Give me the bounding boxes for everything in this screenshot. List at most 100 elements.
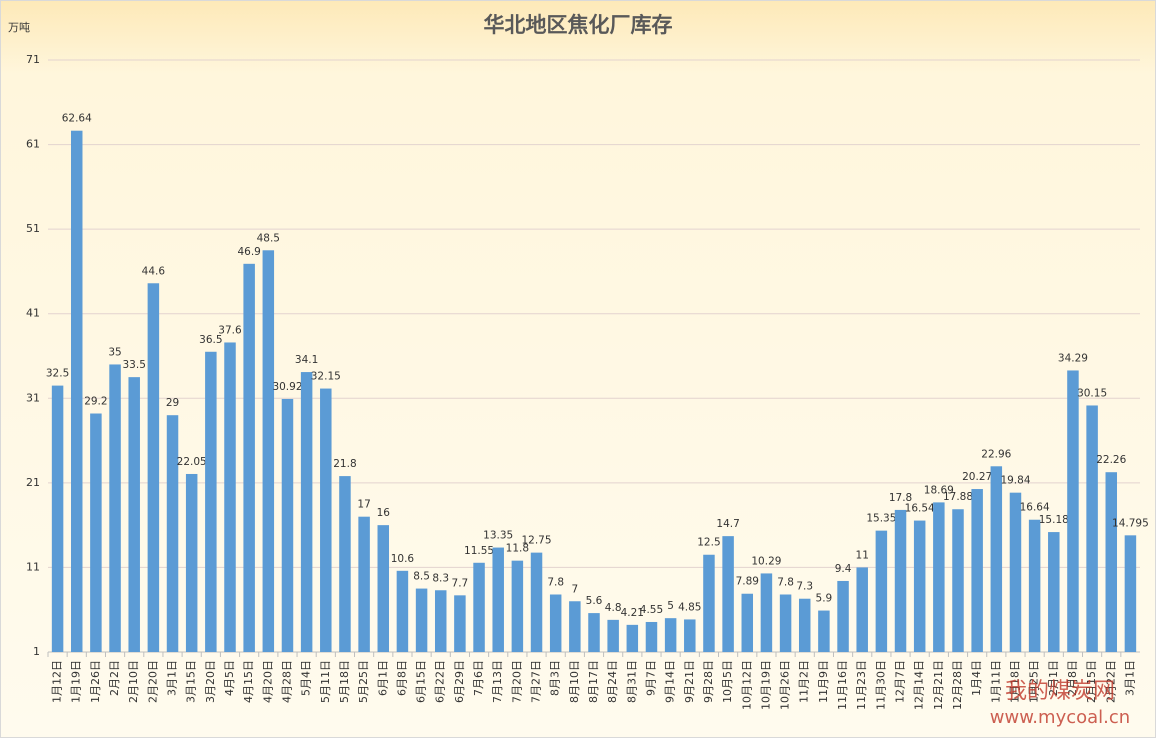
x-tick-label: 5月25日 xyxy=(357,660,370,703)
data-label: 7.8 xyxy=(777,576,794,588)
x-tick-label: 2月10日 xyxy=(127,660,140,703)
data-label: 11.8 xyxy=(506,543,529,555)
x-tick-label: 5月4日 xyxy=(300,660,313,696)
data-label: 11 xyxy=(856,549,869,561)
x-tick-label: 10月26日 xyxy=(779,660,792,710)
bar xyxy=(454,595,466,652)
bar xyxy=(703,554,715,652)
bar xyxy=(51,385,64,652)
data-label: 19.84 xyxy=(1000,475,1030,487)
x-tick-label: 5月18日 xyxy=(338,660,351,703)
bar xyxy=(377,525,390,652)
bar xyxy=(837,580,849,652)
bar xyxy=(109,364,121,652)
x-tick-label: 11月23日 xyxy=(855,660,868,710)
bar xyxy=(760,573,773,652)
x-tick-label: 1月19日 xyxy=(70,660,83,703)
x-tick-label: 7月20日 xyxy=(510,660,523,703)
data-label: 48.5 xyxy=(257,232,280,244)
bar xyxy=(320,388,332,652)
x-tick-label: 12月21日 xyxy=(932,660,945,710)
bar xyxy=(300,372,313,652)
watermark: 我的煤炭网 xyxy=(1005,679,1115,704)
x-tick-label: 12月28日 xyxy=(951,660,964,710)
data-label: 34.1 xyxy=(295,354,318,366)
data-label: 33.5 xyxy=(123,359,146,371)
data-label: 44.6 xyxy=(142,265,166,277)
x-tick-label: 8月31日 xyxy=(625,660,638,703)
x-tick-label: 9月28日 xyxy=(702,660,715,703)
y-tick-label: 31 xyxy=(26,391,40,404)
x-tick-label: 8月3日 xyxy=(549,660,562,696)
bar xyxy=(894,509,907,652)
y-tick-label: 11 xyxy=(26,560,40,573)
data-label: 30.15 xyxy=(1077,387,1107,399)
bar xyxy=(549,594,562,652)
x-tick-label: 4月15日 xyxy=(242,660,255,703)
bar xyxy=(856,567,868,652)
x-tick-label: 6月8日 xyxy=(395,660,408,696)
bar xyxy=(90,413,102,652)
data-label: 9.4 xyxy=(835,563,852,575)
data-label: 35 xyxy=(108,346,121,358)
data-label: 8.5 xyxy=(413,571,430,583)
data-label: 10.6 xyxy=(391,553,415,565)
bar xyxy=(990,466,1003,652)
chart-title: 华北地区焦化厂库存 xyxy=(484,13,673,37)
x-tick-label: 2月8日 xyxy=(1066,660,1079,696)
data-label: 17.8 xyxy=(889,492,912,504)
x-tick-label: 6月22日 xyxy=(434,660,447,703)
data-label: 12.75 xyxy=(521,535,551,547)
y-tick-label: 41 xyxy=(26,307,40,320)
bar xyxy=(1028,519,1041,652)
x-tick-label: 1月11日 xyxy=(989,660,1002,703)
data-label: 8.3 xyxy=(432,572,449,584)
x-tick-label: 5月11日 xyxy=(319,660,332,703)
data-label: 17 xyxy=(357,499,370,511)
watermark: www.mycoal.cn xyxy=(990,707,1130,728)
x-tick-label: 12月14日 xyxy=(913,660,926,710)
data-label: 5.9 xyxy=(816,593,833,605)
data-label: 7.3 xyxy=(796,581,813,593)
x-tick-label: 8月24日 xyxy=(606,660,619,703)
x-tick-label: 10月12日 xyxy=(740,660,753,710)
bar xyxy=(434,590,447,652)
bar xyxy=(569,601,581,652)
data-label: 4.55 xyxy=(640,604,663,616)
data-label: 7.89 xyxy=(736,576,759,588)
data-label: 20.27 xyxy=(962,471,992,483)
bar xyxy=(1009,492,1022,652)
x-tick-label: 3月15日 xyxy=(185,660,198,703)
y-tick-label: 21 xyxy=(26,476,40,489)
x-tick-label: 2月15日 xyxy=(1085,660,1098,703)
bar xyxy=(128,377,140,652)
y-unit: 万吨 xyxy=(8,21,30,34)
data-label: 29 xyxy=(166,397,179,409)
data-label: 46.9 xyxy=(237,246,260,258)
bar xyxy=(530,552,543,652)
bar xyxy=(1048,532,1060,652)
bar xyxy=(243,263,255,652)
data-label: 4.21 xyxy=(621,607,644,619)
x-tick-label: 6月15日 xyxy=(415,660,428,703)
x-tick-label: 10月5日 xyxy=(721,660,734,703)
bar xyxy=(511,560,524,652)
data-label: 22.05 xyxy=(177,456,207,468)
data-label: 14.795 xyxy=(1112,517,1149,529)
x-tick-label: 2月22日 xyxy=(1104,660,1117,703)
data-label: 14.7 xyxy=(716,518,739,530)
x-tick-label: 2月2日 xyxy=(108,660,121,696)
x-tick-label: 4月5日 xyxy=(223,660,236,696)
bar xyxy=(664,618,677,652)
bar xyxy=(722,536,734,652)
bar xyxy=(224,342,236,652)
bar xyxy=(684,619,696,652)
x-tick-label: 1月4日 xyxy=(970,660,983,696)
bar xyxy=(645,621,658,652)
y-tick-label: 51 xyxy=(26,222,40,235)
x-tick-label: 8月17日 xyxy=(587,660,600,703)
x-tick-label: 4月20日 xyxy=(261,660,274,703)
bar xyxy=(473,562,485,652)
x-tick-label: 11月9日 xyxy=(817,660,830,703)
bar xyxy=(1105,472,1118,652)
